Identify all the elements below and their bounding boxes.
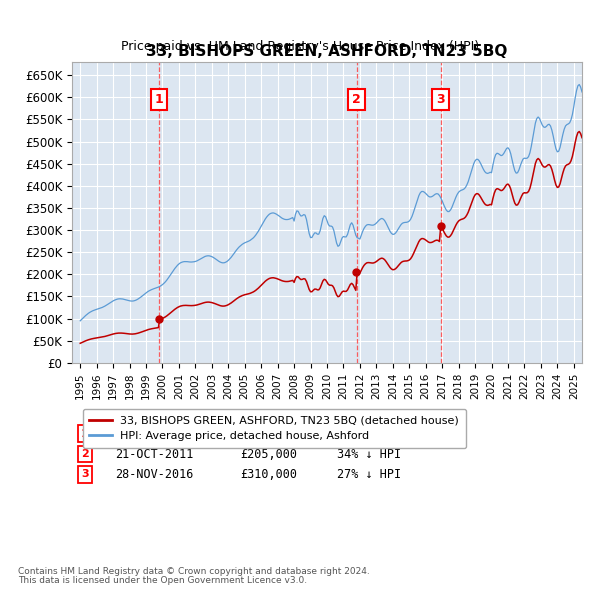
Text: £310,000: £310,000 <box>240 468 298 481</box>
Text: 3: 3 <box>436 93 445 106</box>
Text: 32% ↓ HPI: 32% ↓ HPI <box>337 427 401 440</box>
Text: 2: 2 <box>81 449 89 459</box>
Text: 3: 3 <box>81 470 89 480</box>
Text: 27% ↓ HPI: 27% ↓ HPI <box>337 468 401 481</box>
Text: Price paid vs. HM Land Registry's House Price Index (HPI): Price paid vs. HM Land Registry's House … <box>121 40 479 53</box>
Text: This data is licensed under the Open Government Licence v3.0.: This data is licensed under the Open Gov… <box>18 576 307 585</box>
Text: £205,000: £205,000 <box>240 448 298 461</box>
Text: 28-NOV-2016: 28-NOV-2016 <box>115 468 194 481</box>
Legend: 33, BISHOPS GREEN, ASHFORD, TN23 5BQ (detached house), HPI: Average price, detac: 33, BISHOPS GREEN, ASHFORD, TN23 5BQ (de… <box>83 409 466 448</box>
Text: 2: 2 <box>352 93 361 106</box>
Title: 33, BISHOPS GREEN, ASHFORD, TN23 5BQ: 33, BISHOPS GREEN, ASHFORD, TN23 5BQ <box>146 44 508 60</box>
Text: £98,000: £98,000 <box>240 427 290 440</box>
Text: 19-OCT-1999: 19-OCT-1999 <box>115 427 194 440</box>
Text: 1: 1 <box>81 428 89 438</box>
Text: Contains HM Land Registry data © Crown copyright and database right 2024.: Contains HM Land Registry data © Crown c… <box>18 567 370 576</box>
Text: 21-OCT-2011: 21-OCT-2011 <box>115 448 194 461</box>
Text: 34% ↓ HPI: 34% ↓ HPI <box>337 448 401 461</box>
Text: 1: 1 <box>155 93 164 106</box>
